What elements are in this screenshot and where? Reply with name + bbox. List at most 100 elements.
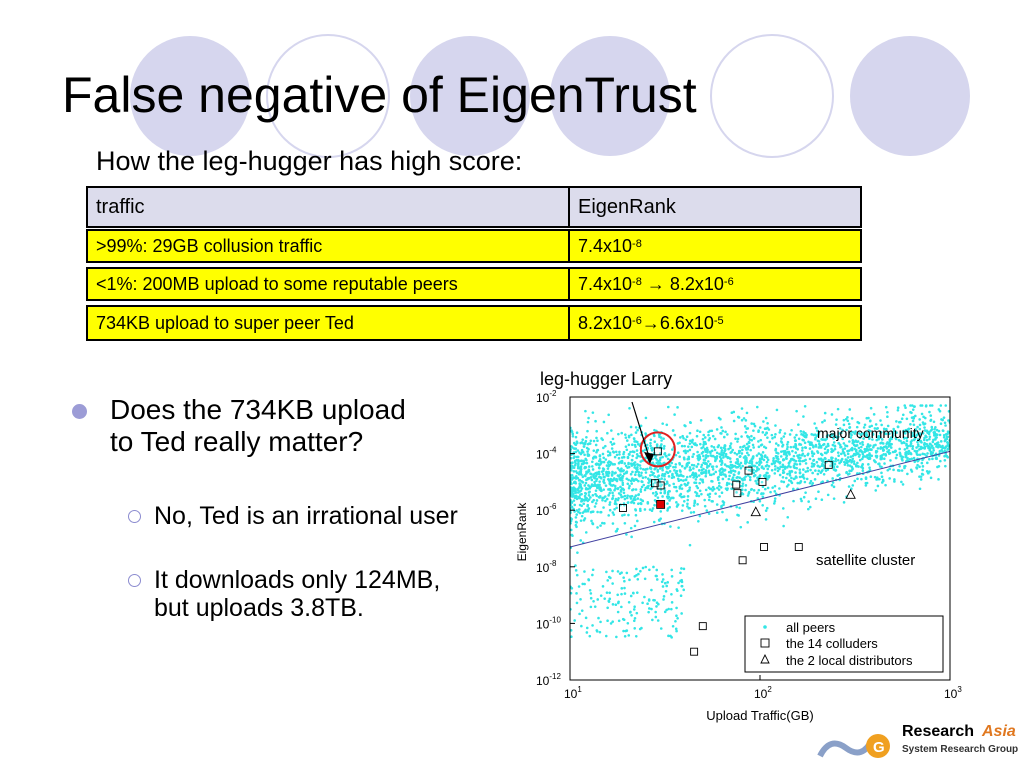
peer-point [927, 432, 931, 436]
peer-point [789, 459, 792, 463]
peer-point [793, 477, 796, 480]
peer-point [657, 461, 661, 465]
peer-point [786, 515, 790, 519]
peer-point [666, 482, 669, 485]
peer-point [619, 478, 623, 482]
peer-point [604, 444, 607, 448]
peer-point [583, 461, 586, 465]
peer-point [749, 448, 752, 452]
peer-point [647, 481, 650, 485]
peer-point [586, 470, 590, 473]
peer-point [747, 468, 751, 472]
peer-point [683, 467, 687, 470]
peer-point [588, 634, 592, 638]
peer-point [758, 426, 762, 429]
peer-point [935, 428, 939, 432]
peer-point [619, 489, 623, 492]
peer-point [703, 436, 707, 439]
peer-point [793, 462, 797, 466]
peer-point [674, 465, 677, 469]
peer-point [790, 481, 794, 485]
peer-point [630, 477, 634, 480]
peer-point [611, 437, 615, 441]
peer-point [606, 450, 610, 453]
peer-point [696, 462, 700, 466]
peer-point [608, 508, 612, 512]
peer-point [745, 411, 749, 415]
table-cell-traffic: >99%: 29GB collusion traffic [88, 231, 570, 261]
peer-point [944, 404, 948, 407]
peer-point [846, 456, 850, 459]
peer-point [929, 418, 933, 422]
peer-point [629, 472, 633, 476]
peer-point [772, 457, 775, 460]
peer-point [727, 477, 731, 481]
peer-point [876, 484, 880, 488]
peer-point [861, 457, 864, 461]
peer-point [823, 447, 827, 451]
peer-point [607, 575, 611, 579]
peer-point [646, 602, 649, 606]
peer-point [690, 445, 694, 449]
peer-point [662, 598, 665, 601]
peer-point [904, 452, 908, 456]
peer-point [597, 472, 601, 476]
table-cell-traffic: 734KB upload to super peer Ted [88, 307, 570, 339]
peer-point [598, 454, 602, 457]
peer-point [607, 488, 610, 491]
peer-point [937, 408, 941, 411]
peer-point [941, 429, 945, 432]
peer-point [641, 499, 644, 502]
peer-point [810, 452, 814, 455]
peer-point [686, 489, 690, 493]
peer-point [858, 436, 862, 440]
peer-point [718, 495, 721, 498]
peer-point [864, 481, 868, 485]
peer-point [680, 464, 684, 468]
peer-point [710, 479, 713, 483]
peer-point [937, 454, 941, 457]
peer-point [774, 424, 777, 427]
peer-point [903, 404, 907, 407]
peer-point [700, 472, 703, 475]
peer-point [741, 448, 744, 452]
peer-point [754, 469, 758, 473]
peer-point [943, 458, 947, 462]
peer-point [603, 522, 606, 525]
peer-point [652, 520, 656, 524]
peer-point [622, 618, 626, 622]
peer-point [584, 474, 587, 478]
peer-point [795, 409, 798, 413]
peer-point [831, 481, 835, 484]
peer-point [655, 492, 659, 496]
peer-point [765, 506, 769, 510]
peer-point [575, 458, 578, 462]
peer-point [779, 428, 782, 432]
peer-point [793, 459, 796, 462]
peer-point [856, 477, 859, 481]
peer-point [746, 427, 750, 430]
peer-point [813, 422, 816, 425]
peer-point [850, 417, 854, 420]
peer-point [837, 432, 841, 435]
peer-point [602, 460, 606, 464]
peer-point [636, 497, 640, 500]
peer-point [912, 423, 916, 427]
peer-point [900, 469, 904, 472]
peer-point [778, 461, 782, 464]
peer-point [622, 452, 625, 456]
peer-point [913, 414, 917, 418]
peer-point [648, 508, 652, 511]
peer-point [629, 450, 632, 454]
peer-point [614, 497, 618, 501]
peer-point [720, 449, 724, 452]
peer-point [806, 452, 810, 456]
peer-point [809, 479, 813, 483]
peer-point [587, 416, 590, 420]
peer-point [666, 492, 670, 496]
peer-point [932, 446, 935, 450]
peer-point [762, 420, 765, 423]
peer-point [855, 425, 859, 429]
peer-point [639, 424, 643, 428]
peer-point [580, 462, 584, 466]
